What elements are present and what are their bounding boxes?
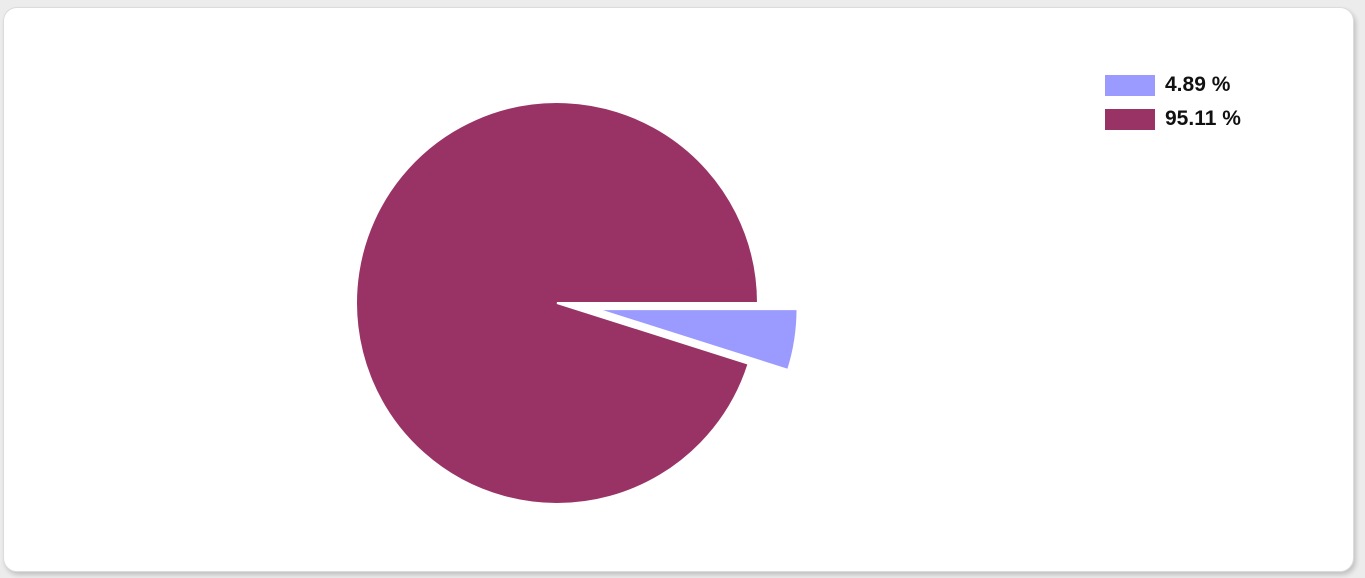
legend-label: 4.89 %: [1165, 73, 1231, 96]
legend-item: 95.11 %: [1105, 102, 1241, 136]
legend: 4.89 % 95.11 %: [1105, 68, 1241, 136]
legend-swatch: [1105, 108, 1155, 130]
legend-label: 95.11 %: [1165, 107, 1241, 130]
pie-slice: [596, 308, 799, 372]
chart-card: 4.89 % 95.11 %: [3, 7, 1354, 572]
legend-item: 4.89 %: [1105, 68, 1241, 102]
pie-chart: [355, 101, 799, 505]
legend-swatch: [1105, 74, 1155, 96]
pie-slice: [355, 101, 760, 505]
